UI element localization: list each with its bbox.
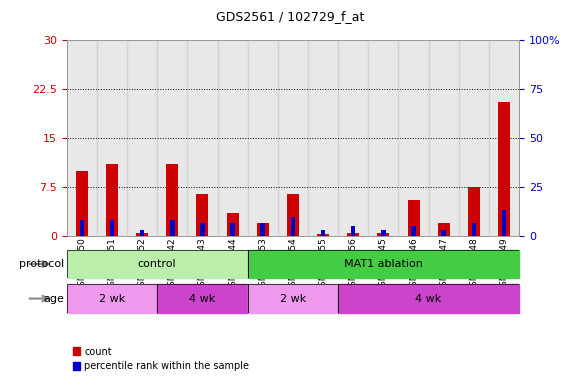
Bar bbox=[260, 223, 265, 236]
Bar bbox=[97, 40, 127, 236]
Bar bbox=[351, 227, 356, 236]
Bar bbox=[378, 233, 389, 236]
Bar bbox=[127, 40, 157, 236]
Bar bbox=[459, 40, 489, 236]
Bar bbox=[106, 164, 118, 236]
Bar bbox=[200, 223, 205, 236]
Text: control: control bbox=[138, 259, 176, 269]
Bar bbox=[187, 40, 218, 236]
Bar bbox=[468, 187, 480, 236]
Legend: count, percentile rank within the sample: count, percentile rank within the sample bbox=[68, 343, 253, 375]
Bar bbox=[381, 230, 386, 236]
Bar bbox=[197, 194, 208, 236]
Bar bbox=[472, 223, 476, 236]
Bar bbox=[438, 223, 450, 236]
Bar bbox=[321, 230, 325, 236]
Bar bbox=[308, 40, 338, 236]
Text: age: age bbox=[43, 293, 64, 304]
Bar bbox=[347, 233, 359, 236]
Text: 4 wk: 4 wk bbox=[415, 293, 442, 304]
Text: 4 wk: 4 wk bbox=[189, 293, 216, 304]
Text: protocol: protocol bbox=[19, 259, 64, 269]
Text: 2 wk: 2 wk bbox=[99, 293, 125, 304]
Bar bbox=[441, 230, 446, 236]
Bar bbox=[248, 284, 338, 313]
Bar bbox=[170, 220, 175, 236]
Bar bbox=[398, 40, 429, 236]
Bar bbox=[317, 233, 329, 236]
Bar bbox=[257, 223, 269, 236]
Bar bbox=[140, 230, 144, 236]
Bar bbox=[230, 223, 235, 236]
Bar bbox=[248, 40, 278, 236]
Bar bbox=[338, 40, 368, 236]
Bar bbox=[136, 233, 148, 236]
Bar bbox=[218, 40, 248, 236]
Bar bbox=[489, 40, 519, 236]
Bar bbox=[411, 227, 416, 236]
Bar bbox=[408, 200, 419, 236]
Bar bbox=[287, 194, 299, 236]
Bar bbox=[429, 40, 459, 236]
Bar bbox=[248, 250, 519, 278]
Bar bbox=[368, 40, 398, 236]
Text: 2 wk: 2 wk bbox=[280, 293, 306, 304]
Bar bbox=[76, 171, 88, 236]
Text: MAT1 ablation: MAT1 ablation bbox=[344, 259, 423, 269]
Bar bbox=[67, 40, 97, 236]
Bar bbox=[291, 217, 295, 236]
Bar bbox=[502, 210, 506, 236]
Bar bbox=[227, 214, 238, 236]
Bar bbox=[498, 103, 510, 236]
Bar bbox=[166, 164, 178, 236]
Bar bbox=[110, 220, 114, 236]
Bar bbox=[157, 40, 187, 236]
Bar bbox=[79, 220, 84, 236]
Text: GDS2561 / 102729_f_at: GDS2561 / 102729_f_at bbox=[216, 10, 364, 23]
Bar bbox=[278, 40, 308, 236]
Bar bbox=[67, 250, 248, 278]
Bar bbox=[338, 284, 519, 313]
Bar bbox=[67, 284, 157, 313]
Bar bbox=[157, 284, 248, 313]
